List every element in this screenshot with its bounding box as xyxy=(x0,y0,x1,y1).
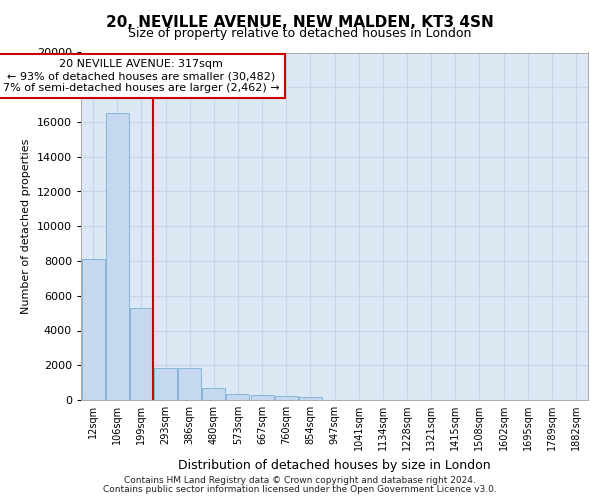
Bar xyxy=(275,396,298,400)
Text: Contains HM Land Registry data © Crown copyright and database right 2024.: Contains HM Land Registry data © Crown c… xyxy=(124,476,476,485)
Bar xyxy=(130,308,153,400)
Bar xyxy=(178,368,201,400)
Bar xyxy=(299,397,322,400)
Text: Size of property relative to detached houses in London: Size of property relative to detached ho… xyxy=(128,28,472,40)
Bar xyxy=(154,368,177,400)
Text: Contains public sector information licensed under the Open Government Licence v3: Contains public sector information licen… xyxy=(103,484,497,494)
Y-axis label: Number of detached properties: Number of detached properties xyxy=(21,138,31,314)
Bar xyxy=(226,394,250,400)
Bar xyxy=(202,388,225,400)
Text: 20, NEVILLE AVENUE, NEW MALDEN, KT3 4SN: 20, NEVILLE AVENUE, NEW MALDEN, KT3 4SN xyxy=(106,15,494,30)
Text: 20 NEVILLE AVENUE: 317sqm
← 93% of detached houses are smaller (30,482)
7% of se: 20 NEVILLE AVENUE: 317sqm ← 93% of detac… xyxy=(3,60,280,92)
Bar xyxy=(106,114,128,400)
Bar xyxy=(251,395,274,400)
X-axis label: Distribution of detached houses by size in London: Distribution of detached houses by size … xyxy=(178,458,491,471)
Bar xyxy=(82,260,104,400)
